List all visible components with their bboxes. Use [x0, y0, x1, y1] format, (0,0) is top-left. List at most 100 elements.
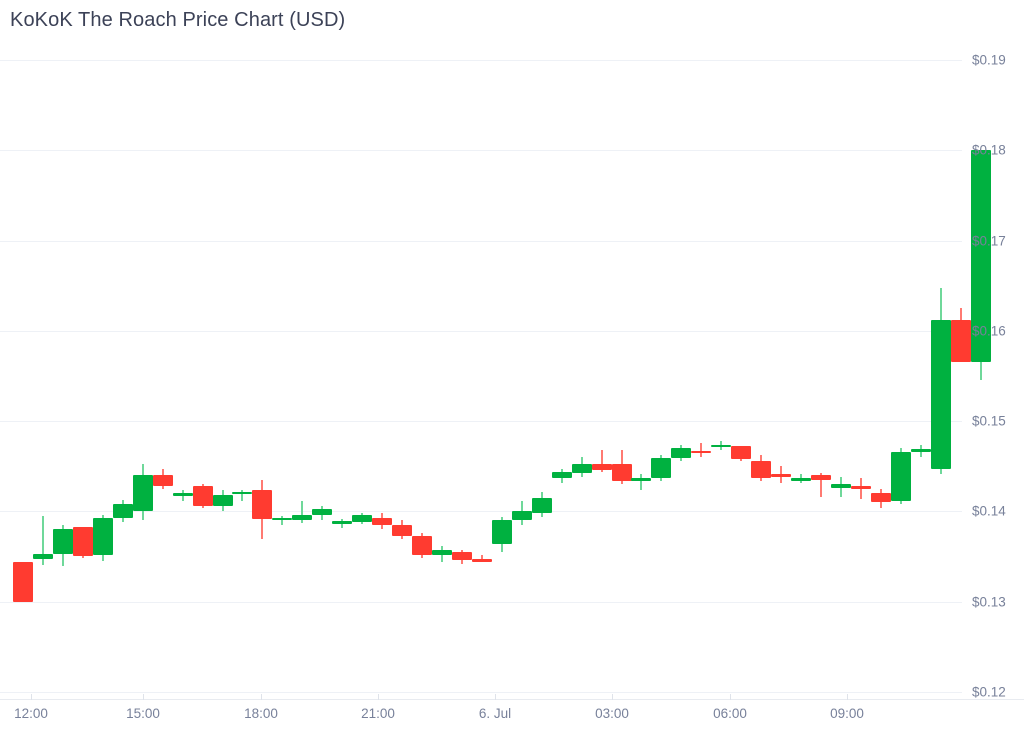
- candlestick[interactable]: [332, 0, 353, 700]
- candlestick-body: [970, 150, 991, 362]
- candlestick-body: [671, 448, 692, 459]
- candlestick[interactable]: [850, 0, 871, 700]
- candlestick-body: [13, 561, 33, 602]
- candlestick-body: [870, 493, 891, 503]
- candlestick[interactable]: [491, 0, 512, 700]
- candlestick[interactable]: [252, 0, 273, 700]
- candlestick[interactable]: [830, 0, 851, 700]
- candlestick[interactable]: [970, 0, 991, 700]
- candlestick-body: [192, 486, 213, 506]
- candlestick[interactable]: [92, 0, 113, 700]
- candlestick[interactable]: [272, 0, 293, 700]
- candlestick-body: [451, 552, 472, 561]
- candlestick-wick: [281, 515, 284, 525]
- candlestick-body: [930, 320, 951, 469]
- candlestick-body: [511, 511, 532, 521]
- candlestick[interactable]: [352, 0, 373, 700]
- candlestick[interactable]: [551, 0, 572, 700]
- candlestick[interactable]: [292, 0, 313, 700]
- candlestick-body: [172, 493, 193, 496]
- candlestick-body: [771, 474, 792, 477]
- candlestick[interactable]: [611, 0, 632, 700]
- candlestick[interactable]: [791, 0, 812, 700]
- y-axis-label: $0.17: [972, 233, 1006, 249]
- gridline: [0, 601, 962, 603]
- candlestick[interactable]: [372, 0, 393, 700]
- candlestick[interactable]: [471, 0, 492, 700]
- candlestick[interactable]: [13, 0, 33, 700]
- candlestick-body: [92, 517, 113, 555]
- x-axis-label: 06:00: [713, 706, 747, 721]
- candlestick[interactable]: [910, 0, 931, 700]
- candlestick[interactable]: [412, 0, 432, 700]
- y-axis-label: $0.13: [972, 594, 1006, 610]
- candlestick[interactable]: [72, 0, 93, 700]
- candlestick[interactable]: [591, 0, 612, 700]
- candlestick[interactable]: [950, 0, 971, 700]
- candlestick[interactable]: [631, 0, 652, 700]
- candlestick[interactable]: [112, 0, 133, 700]
- gridline: [0, 60, 962, 61]
- y-axis-label: $0.19: [972, 52, 1006, 68]
- candlestick[interactable]: [232, 0, 253, 700]
- candlestick[interactable]: [531, 0, 552, 700]
- x-axis-tick: [612, 694, 613, 700]
- y-axis-label: $0.12: [972, 684, 1006, 700]
- candlestick[interactable]: [870, 0, 891, 700]
- candlestick-body: [711, 444, 732, 448]
- candlestick[interactable]: [890, 0, 911, 700]
- candlestick-body: [591, 463, 612, 470]
- candlestick[interactable]: [132, 0, 153, 700]
- candlestick[interactable]: [811, 0, 831, 700]
- candlestick[interactable]: [172, 0, 193, 700]
- candlestick-body: [950, 320, 971, 362]
- candlestick-body: [850, 486, 871, 489]
- candlestick-body: [292, 515, 313, 521]
- candlestick[interactable]: [751, 0, 772, 700]
- candlestick-wick: [700, 442, 703, 458]
- candlestick[interactable]: [711, 0, 732, 700]
- candlestick-body: [332, 521, 353, 525]
- candlestick-wick: [640, 473, 643, 490]
- candlestick-wick: [41, 515, 44, 565]
- candlestick[interactable]: [392, 0, 413, 700]
- x-axis-label: 18:00: [244, 706, 278, 721]
- candlestick[interactable]: [771, 0, 792, 700]
- candlestick[interactable]: [571, 0, 592, 700]
- candlestick[interactable]: [312, 0, 333, 700]
- candlestick-body: [611, 464, 632, 481]
- candlestick[interactable]: [451, 0, 472, 700]
- candlestick-body: [212, 495, 233, 506]
- gridline: [0, 240, 962, 242]
- candlestick[interactable]: [32, 0, 53, 700]
- candlestick[interactable]: [52, 0, 73, 700]
- candlestick[interactable]: [930, 0, 951, 700]
- candlestick-body: [651, 458, 672, 479]
- candlestick-body: [412, 535, 432, 555]
- candlestick[interactable]: [192, 0, 213, 700]
- candlestick-body: [811, 475, 831, 480]
- candlestick[interactable]: [431, 0, 452, 700]
- candlestick-body: [392, 524, 413, 536]
- candlestick[interactable]: [671, 0, 692, 700]
- gridline: [0, 150, 962, 152]
- x-axis-tick: [378, 694, 379, 700]
- candlestick-wick: [480, 554, 483, 562]
- candlestick[interactable]: [212, 0, 233, 700]
- candlestick-body: [910, 449, 931, 452]
- x-axis-baseline: [0, 699, 1024, 700]
- gridline: [0, 511, 962, 513]
- candlestick-body: [112, 504, 133, 518]
- candlestick-body: [431, 550, 452, 555]
- x-axis-tick: [143, 694, 144, 700]
- x-axis-label: 12:00: [14, 706, 48, 721]
- candlestick[interactable]: [691, 0, 712, 700]
- candlestick-body: [830, 484, 851, 488]
- candlestick-body: [272, 517, 293, 521]
- candlestick[interactable]: [731, 0, 752, 700]
- chart-plot-area[interactable]: [0, 0, 991, 700]
- x-axis-label: 15:00: [126, 706, 160, 721]
- candlestick[interactable]: [511, 0, 532, 700]
- candlestick[interactable]: [152, 0, 173, 700]
- candlestick[interactable]: [651, 0, 672, 700]
